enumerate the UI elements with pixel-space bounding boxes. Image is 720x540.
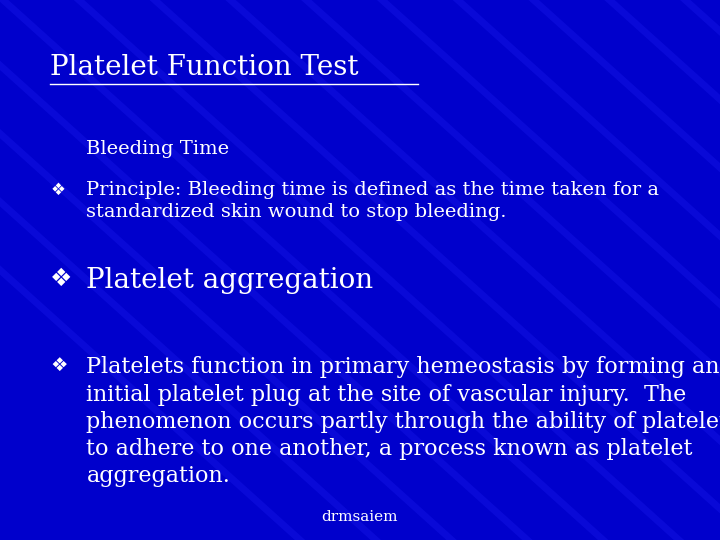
Text: drmsaiem: drmsaiem [322, 510, 398, 524]
Text: Principle: Bleeding time is defined as the time taken for a
standardized skin wo: Principle: Bleeding time is defined as t… [86, 181, 660, 221]
Text: ❖: ❖ [50, 181, 66, 199]
Text: Platelet aggregation: Platelet aggregation [86, 267, 374, 294]
Text: Bleeding Time: Bleeding Time [86, 140, 230, 158]
Text: Platelet Function Test: Platelet Function Test [50, 54, 359, 81]
Text: ❖: ❖ [50, 267, 73, 291]
Text: Platelets function in primary hemeostasis by forming an
initial platelet plug at: Platelets function in primary hemeostasi… [86, 356, 720, 487]
Text: ❖: ❖ [50, 356, 68, 375]
